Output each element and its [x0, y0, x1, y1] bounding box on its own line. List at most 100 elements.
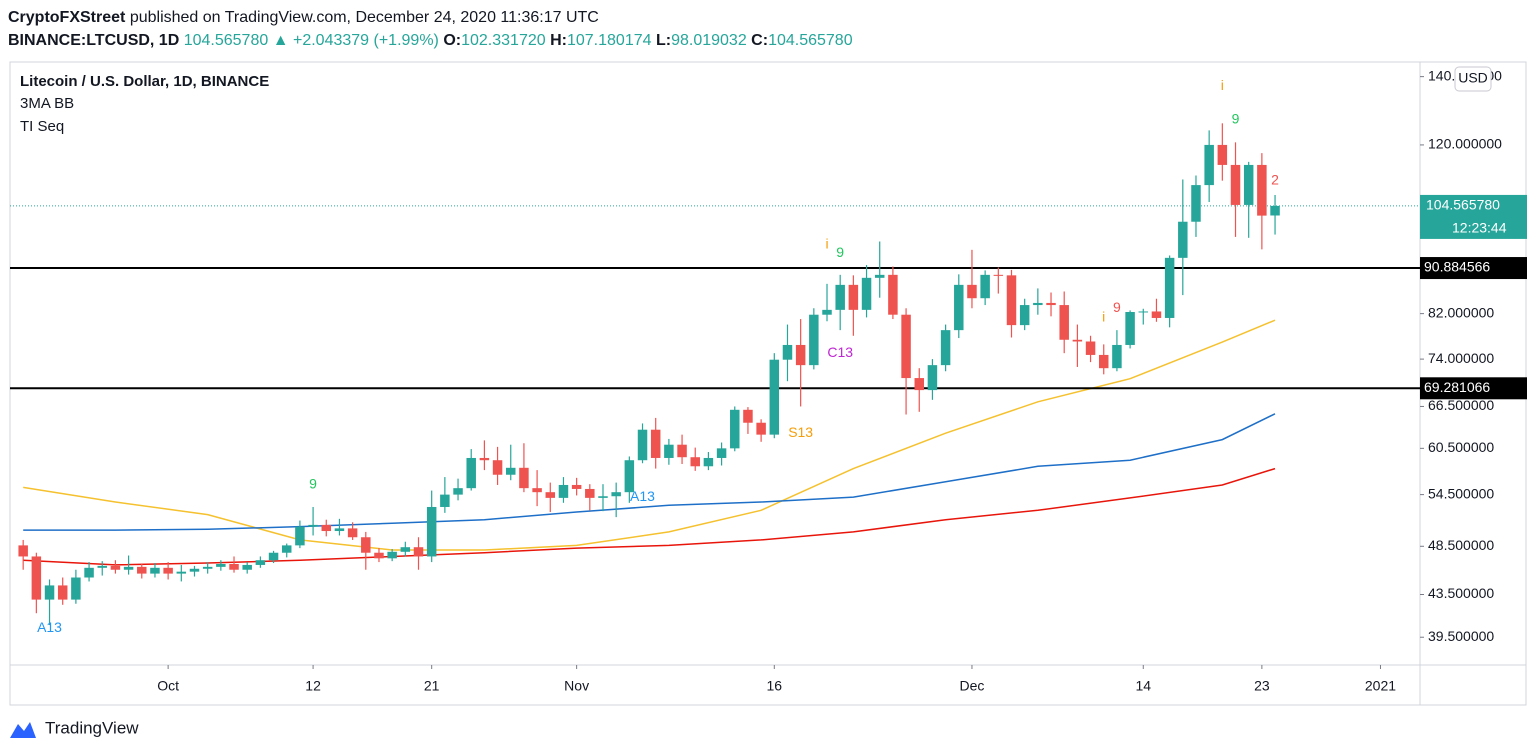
- candle-body: [545, 492, 556, 498]
- x-tick-label: 2021: [1365, 678, 1396, 694]
- level-label-box: [1420, 257, 1527, 280]
- candle-body: [110, 565, 121, 570]
- level-label-box: [1420, 377, 1527, 400]
- candle-body: [980, 274, 990, 299]
- level-label: 90.884566: [1424, 259, 1490, 275]
- candle-body: [532, 488, 542, 493]
- candle-body: [716, 448, 727, 458]
- candle-body: [281, 545, 292, 553]
- x-tick-label: 23: [1254, 678, 1270, 694]
- candle-body: [426, 506, 437, 557]
- price-label: 104.565780: [1426, 197, 1500, 213]
- candle-body: [506, 467, 516, 475]
- candle-body: [163, 567, 173, 574]
- moving-average: [23, 319, 1276, 551]
- candle-body: [1204, 144, 1214, 186]
- candle-body: [927, 365, 938, 391]
- candle-body: [1191, 185, 1201, 222]
- c: 104.565780: [768, 32, 853, 49]
- h: 107.180174: [566, 32, 652, 49]
- logo-icon: [10, 722, 36, 738]
- candle-body: [703, 457, 714, 467]
- annotation: A13: [37, 619, 62, 635]
- frame: [9, 61, 1527, 706]
- candle-body: [137, 566, 147, 574]
- candle-body: [479, 457, 490, 461]
- candle-body: [650, 429, 661, 458]
- candle-body: [374, 552, 384, 559]
- l-label: L:: [655, 32, 672, 49]
- author: CryptoFXStreet: [8, 9, 126, 26]
- countdown: 12:23:44: [1452, 220, 1507, 236]
- x-tick-label: Dec: [960, 678, 985, 694]
- annotation: A13: [630, 488, 655, 504]
- candle-body: [361, 537, 371, 553]
- annotation: 2: [1271, 171, 1279, 187]
- annotation: i: [1221, 77, 1224, 93]
- candle-body: [756, 422, 766, 435]
- candle-body: [690, 457, 700, 467]
- y-tick-label: 120.000000: [1428, 136, 1502, 152]
- candle-body: [677, 444, 687, 458]
- candle-body: [400, 547, 411, 552]
- change: ▲ +2.043379 (+1.99%): [272, 32, 439, 49]
- candle-body: [492, 460, 503, 475]
- header-line-1: CryptoFXStreet published on TradingView.…: [8, 6, 853, 29]
- y-tick-label: 43.500000: [1428, 585, 1494, 601]
- candle-body: [242, 564, 252, 570]
- y-tick-label: 48.500000: [1428, 537, 1494, 553]
- candle-body: [57, 585, 68, 600]
- candle-body: [255, 560, 266, 565]
- candle-body: [1059, 305, 1069, 340]
- currency-button: [1454, 66, 1492, 92]
- candle-body: [466, 457, 476, 489]
- candle-body: [861, 277, 872, 310]
- candle-body: [848, 284, 859, 310]
- axes: 140.000000120.000000100.00000082.0000007…: [157, 66, 1527, 694]
- candle-body: [413, 547, 424, 557]
- candle-body: [795, 344, 806, 366]
- candle-body: [1019, 305, 1030, 326]
- candle-body: [558, 484, 569, 498]
- candle-body: [1085, 341, 1096, 355]
- candle-body: [664, 444, 674, 458]
- candle-body: [1046, 302, 1056, 306]
- annotation: C13: [827, 344, 853, 360]
- chart-title: Litecoin / U.S. Dollar, 1D, BINANCE: [20, 73, 269, 90]
- last: 104.565780: [183, 32, 269, 49]
- candle-body: [1138, 311, 1149, 313]
- y-tick-label: 82.000000: [1428, 304, 1494, 320]
- candle-body: [637, 429, 648, 461]
- currency: USD: [1458, 70, 1488, 86]
- candle-body: [1006, 275, 1017, 326]
- candle-body: [18, 545, 28, 557]
- candle-body: [809, 314, 819, 366]
- candle-body: [611, 492, 621, 497]
- candle-body: [321, 524, 332, 532]
- header: CryptoFXStreet published on TradingView.…: [8, 6, 853, 52]
- candle-body: [229, 563, 239, 570]
- annotation: i: [1102, 309, 1105, 325]
- candle-body: [598, 496, 608, 498]
- candle-body: [822, 309, 832, 315]
- candle-body: [901, 314, 911, 379]
- candle-body: [1257, 164, 1267, 216]
- annotation: i: [825, 235, 828, 251]
- moving-average: [23, 467, 1276, 566]
- y-tick-label: 54.500000: [1428, 485, 1494, 501]
- candle-body: [176, 571, 187, 574]
- candle-body: [1217, 144, 1228, 165]
- candle-body: [150, 567, 160, 574]
- candle-body: [940, 330, 951, 366]
- candle-body: [1178, 221, 1188, 258]
- c-label: C:: [751, 32, 769, 49]
- candle-body: [1033, 302, 1043, 306]
- candle-body: [1125, 312, 1135, 345]
- candle-body: [1098, 354, 1109, 369]
- x-tick-label: 14: [1135, 678, 1151, 694]
- candle-body: [743, 409, 753, 423]
- candle-body: [519, 467, 529, 489]
